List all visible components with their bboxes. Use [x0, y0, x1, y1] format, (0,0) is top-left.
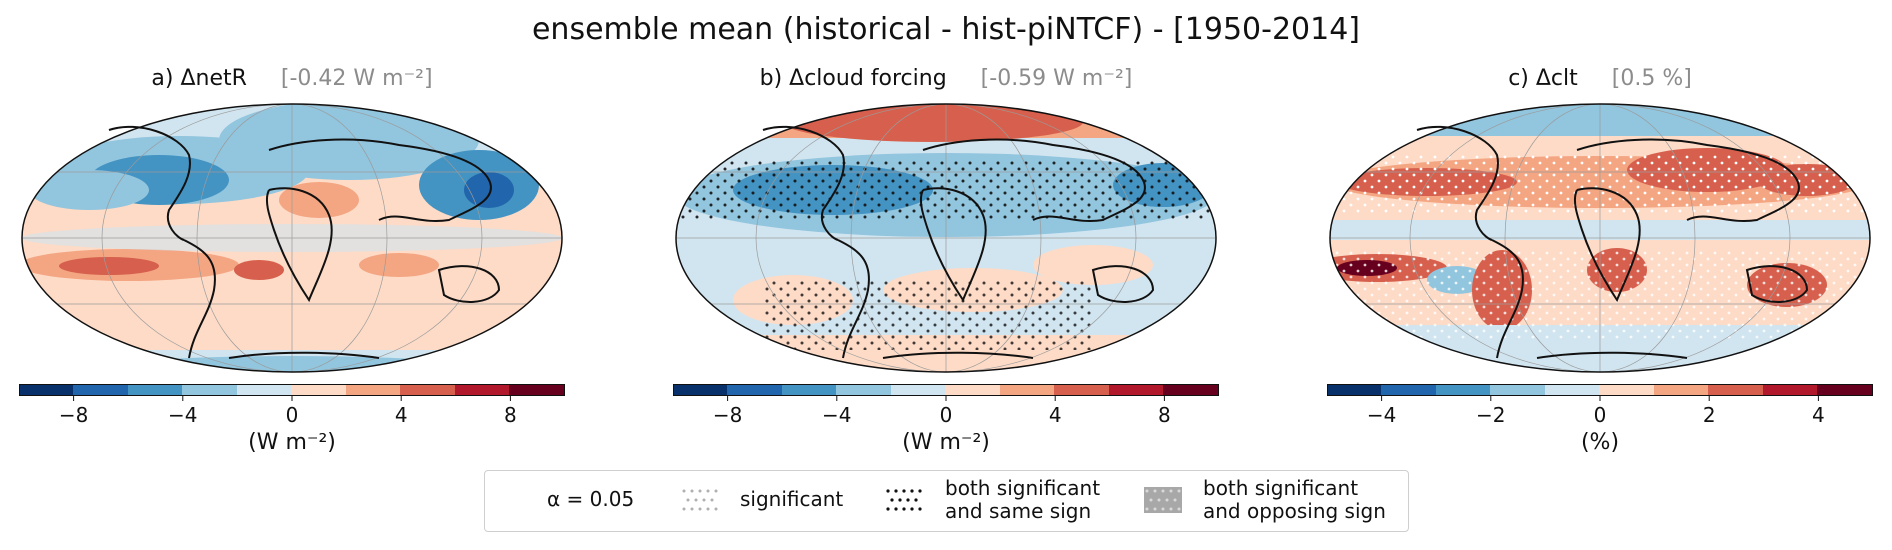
- significant-dots-swatch: [682, 489, 718, 511]
- both-same-sign-swatch: [886, 489, 922, 511]
- colorbar-unit: (%): [1580, 430, 1620, 455]
- global-mean-value: [-0.59 W m⁻²]: [980, 66, 1133, 91]
- map-netR: [21, 103, 563, 373]
- alpha-label: α = 0.05: [547, 487, 635, 511]
- panel-label: c) Δclt: [1508, 66, 1578, 91]
- significance-legend: α = 0.05 significant both significant an…: [484, 470, 1409, 532]
- colorbar-tick: −4: [168, 403, 197, 427]
- colorbar-unit: (W m⁻²): [902, 430, 990, 455]
- legend-line: and opposing sign: [1203, 499, 1386, 523]
- both-same-sign-label: both significant and same sign: [945, 477, 1100, 523]
- colorbar-tick: 4: [1049, 403, 1062, 427]
- colorbar-unit: (W m⁻²): [248, 430, 336, 455]
- panel-label: b) Δcloud forcing: [759, 66, 947, 91]
- colorbar-tick: 4: [395, 403, 408, 427]
- both-opposing-sign-label: both significant and opposing sign: [1203, 477, 1386, 523]
- panel-title: a) ΔnetR [-0.42 W m⁻²]: [19, 66, 565, 91]
- panel-cloud-forcing: b) Δcloud forcing [-0.59 W m⁻²]: [673, 66, 1219, 456]
- colorbar-tick: −4: [822, 403, 851, 427]
- global-mean-value: [-0.42 W m⁻²]: [280, 66, 433, 91]
- colorbar-tick: 0: [286, 403, 299, 427]
- legend-line: both significant: [1203, 476, 1359, 500]
- colorbar-tick: 2: [1703, 403, 1716, 427]
- legend-line: both significant: [945, 476, 1101, 500]
- map-clt: [1329, 103, 1871, 373]
- panel-title: c) Δclt [0.5 %]: [1327, 66, 1873, 91]
- colorbar-tick: −8: [713, 403, 742, 427]
- colorbar-tick: 8: [1158, 403, 1171, 427]
- legend-line: and same sign: [945, 499, 1092, 523]
- colorbar-tick: −2: [1476, 403, 1505, 427]
- colorbar-tick: −4: [1367, 403, 1396, 427]
- colorbar: −4 −2 0 2 4: [1327, 384, 1873, 427]
- colorbar-tick: 8: [504, 403, 517, 427]
- colorbar-tick: −8: [59, 403, 88, 427]
- panel-label: a) ΔnetR: [151, 66, 247, 91]
- colorbar-tick: 4: [1812, 403, 1825, 427]
- global-mean-value: [0.5 %]: [1611, 66, 1692, 91]
- both-opposing-sign-swatch: [1144, 487, 1182, 513]
- panel-clt: c) Δclt [0.5 %]: [1327, 66, 1873, 456]
- panel-netR: a) ΔnetR [-0.42 W m⁻²]: [19, 66, 565, 456]
- colorbar-tick: 0: [1594, 403, 1607, 427]
- figure-title: ensemble mean (historical - hist-piNTCF)…: [531, 12, 1361, 47]
- significant-label: significant: [740, 487, 844, 511]
- colorbar-tick: 0: [940, 403, 953, 427]
- colorbar: −8 −4 0 4 8: [673, 384, 1219, 427]
- panel-title: b) Δcloud forcing [-0.59 W m⁻²]: [673, 66, 1219, 91]
- colorbar: −8 −4 0 4 8: [19, 384, 565, 427]
- map-cloud-forcing: [675, 103, 1217, 373]
